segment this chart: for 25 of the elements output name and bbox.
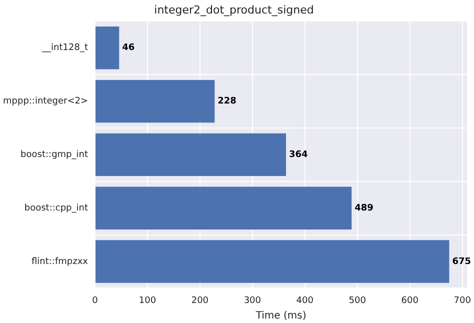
x-tick-label: 700 — [454, 296, 472, 306]
y-tick-label: __int128_t — [41, 43, 88, 54]
y-tick-label: boost::cpp_int — [24, 203, 88, 214]
bar — [96, 133, 286, 176]
data-label: 489 — [354, 203, 374, 214]
data-label: 364 — [289, 150, 308, 160]
x-tick-label: 400 — [296, 296, 314, 306]
bar — [96, 26, 120, 70]
x-axis-title: Time (ms) — [254, 310, 306, 322]
y-tick-label: boost::gmp_int — [20, 150, 88, 160]
x-tick-label: 200 — [191, 296, 209, 306]
x-tick-label: 500 — [348, 296, 366, 306]
bar — [96, 80, 215, 123]
bar — [96, 186, 352, 230]
y-tick-label: flint::fmpzxx — [32, 256, 89, 267]
x-tick-label: 100 — [138, 296, 156, 306]
bar — [96, 240, 450, 283]
x-tick-label: 300 — [244, 296, 262, 306]
data-label: 675 — [452, 256, 472, 267]
chart-title: integer2_dot_product_signed — [154, 3, 314, 16]
x-tick-label: 600 — [401, 296, 419, 306]
data-label: 46 — [122, 43, 135, 54]
x-tick-label: 0 — [92, 296, 98, 306]
data-label: 228 — [218, 96, 236, 107]
y-tick-label: mppp::integer<2> — [3, 96, 88, 107]
